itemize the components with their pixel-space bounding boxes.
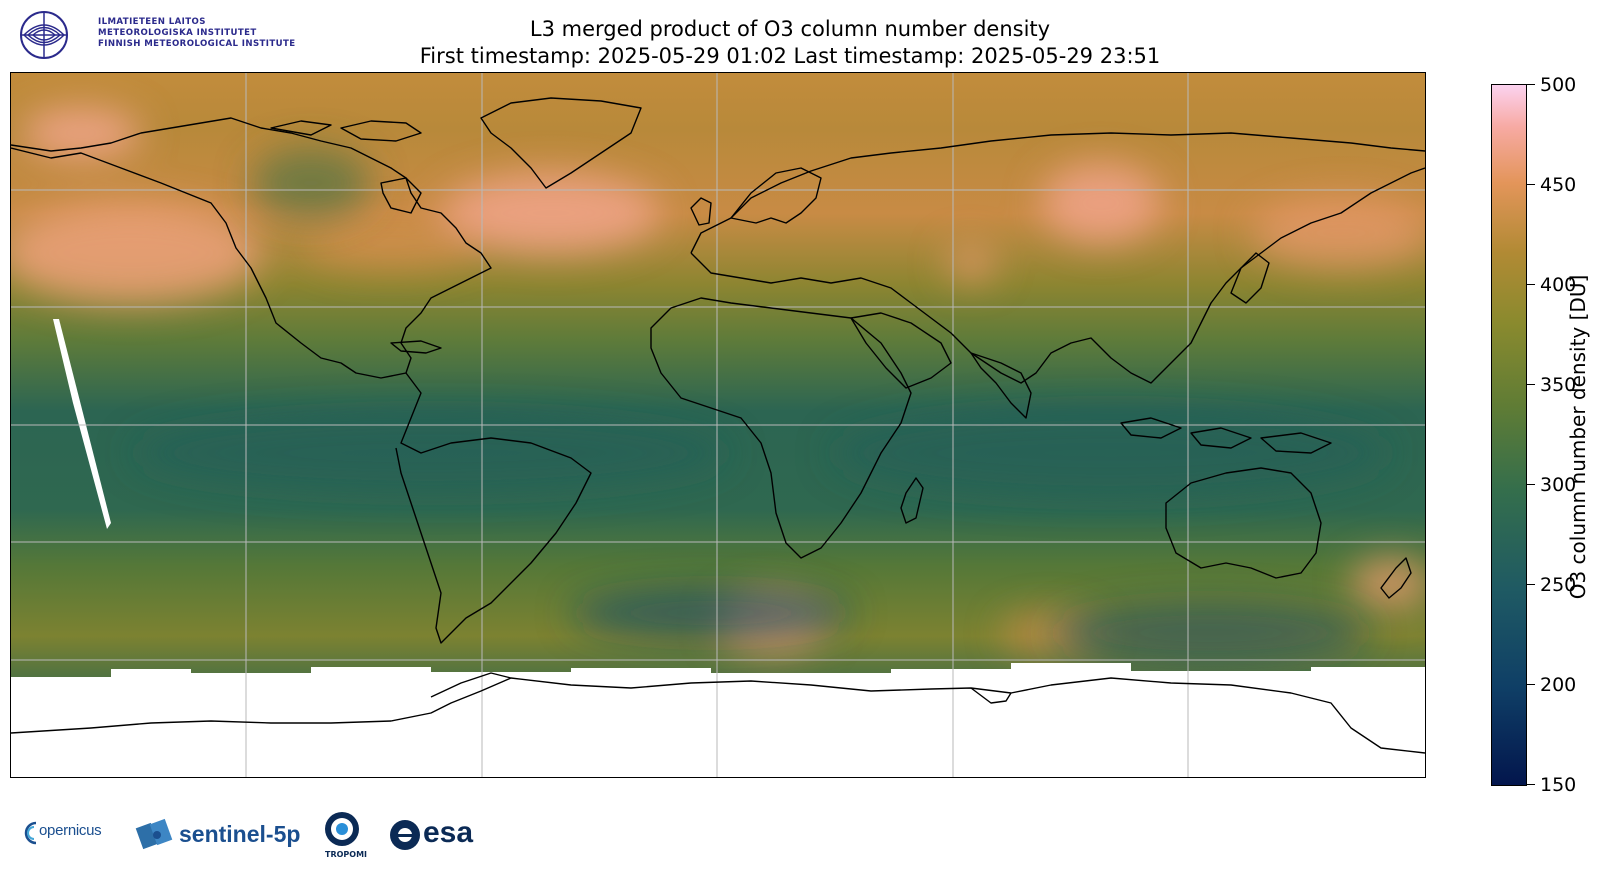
fmi-emblem-icon (20, 11, 68, 59)
esa-logo: esa (388, 816, 473, 858)
colorbar-label-500: 500 (1540, 74, 1577, 96)
colorbar-label-200: 200 (1540, 674, 1577, 696)
tropomi-text: TROPOMI (325, 850, 368, 859)
no-data-orbit-gap (53, 319, 111, 529)
ozone-low-regions (131, 148, 1391, 663)
fmi-logo: ILMATIETEEN LAITOS METEOROLOGISKA INSTIT… (18, 10, 318, 62)
colorbar (1491, 84, 1527, 786)
colorbar-tick (1527, 384, 1535, 385)
colorbar-tick (1527, 684, 1535, 685)
fmi-name-english: FINNISH METEOROLOGICAL INSTITUTE (98, 39, 296, 49)
copernicus-text: opernicus (39, 822, 102, 839)
copernicus-icon (24, 821, 37, 845)
colorbar-tick (1527, 584, 1535, 585)
map-timestamps: First timestamp: 2025-05-29 01:02 Last t… (419, 44, 1161, 68)
colorbar-label-150: 150 (1540, 774, 1577, 796)
sentinel-text: sentinel-5p (179, 821, 301, 847)
colorbar-title: O3 column number density [DU] (1566, 274, 1590, 600)
fmi-name-swedish: METEOROLOGISKA INSTITUTET (98, 28, 257, 38)
colorbar-label-350: 350 (1540, 374, 1577, 396)
colorbar-label-450: 450 (1540, 174, 1577, 196)
satellite-icon (135, 818, 173, 850)
coastlines (11, 97, 1425, 754)
colorbar-label-300: 300 (1540, 474, 1577, 496)
copernicus-logo: opernicus (22, 818, 112, 852)
ozone-high-regions (11, 108, 1425, 653)
map-title: L3 merged product of O3 column number de… (529, 17, 1051, 41)
esa-icon (390, 820, 420, 850)
ozone-map[interactable] (10, 72, 1426, 778)
colorbar-label-250: 250 (1540, 574, 1577, 596)
tropomi-logo: TROPOMI (322, 810, 367, 859)
colorbar-tick (1527, 84, 1535, 85)
colorbar-tick (1527, 184, 1535, 185)
gridlines (11, 73, 1425, 777)
fmi-name-finnish: ILMATIETEEN LAITOS (98, 17, 206, 27)
tropomi-icon (325, 812, 359, 846)
ozone-map-canvas (11, 73, 1425, 777)
colorbar-tick (1527, 284, 1535, 285)
colorbar-label-400: 400 (1540, 274, 1577, 296)
sentinel-5p-logo: sentinel-5p (135, 815, 300, 859)
colorbar-tick (1527, 484, 1535, 485)
no-data-antarctic (11, 677, 1425, 777)
esa-text: esa (423, 816, 474, 849)
colorbar-tick (1527, 784, 1535, 785)
